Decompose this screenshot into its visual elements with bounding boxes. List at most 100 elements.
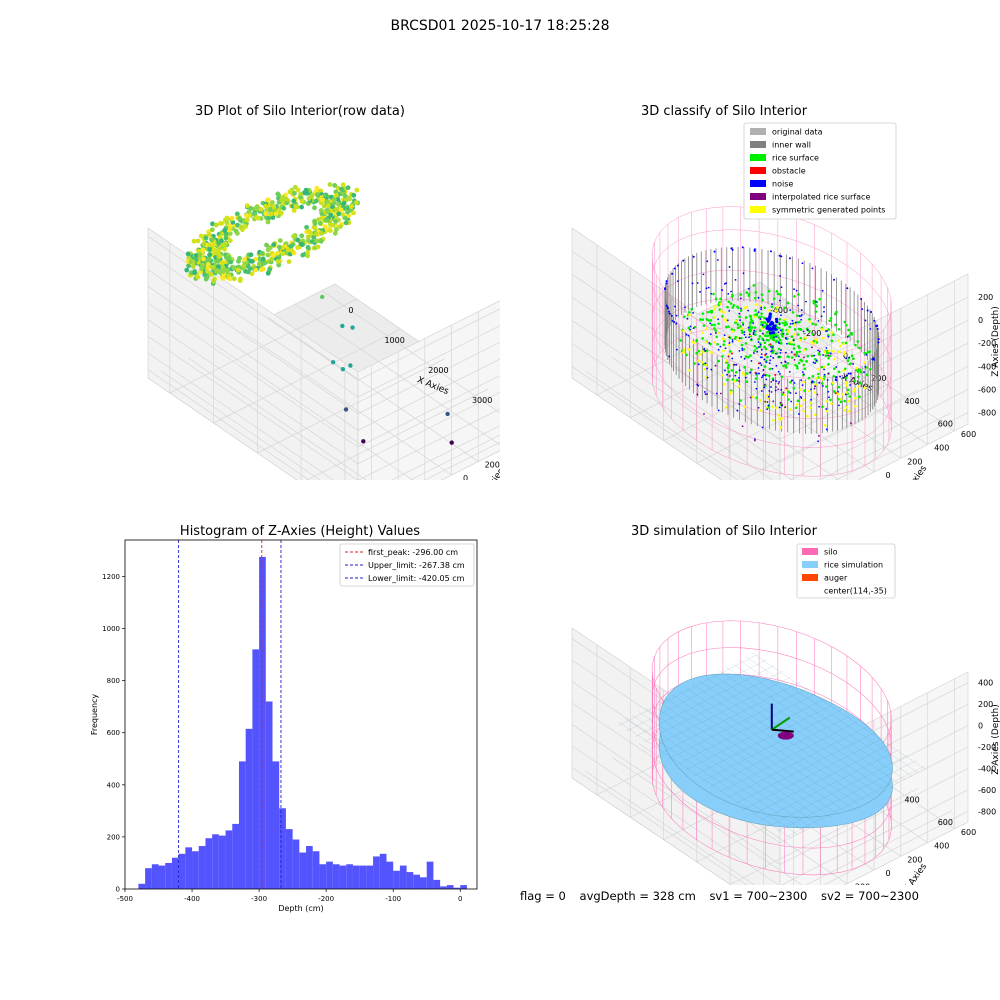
- p2-point: [827, 328, 830, 331]
- p1-ring-point: [332, 230, 338, 236]
- p3-ylabel: Frequency: [90, 694, 99, 736]
- p2-point: [772, 418, 775, 422]
- p2-point: [847, 409, 851, 413]
- p2-point: [795, 289, 798, 292]
- p1-ring-point: [268, 207, 273, 212]
- p2-point: [801, 262, 804, 265]
- p4-legend-swatch: [802, 574, 818, 581]
- p3-frame: [124, 539, 478, 890]
- p2-point: [828, 319, 831, 323]
- p2-point: [700, 361, 704, 364]
- p4-legend-swatch: [802, 561, 818, 568]
- p2-point: [781, 321, 784, 325]
- p2-point: [730, 247, 733, 250]
- p1-ring-point: [305, 234, 311, 240]
- p3-bar: [245, 728, 253, 889]
- p1-ring-point: [263, 211, 269, 216]
- p2-point: [725, 325, 728, 329]
- p4-mesh-line: [760, 749, 900, 821]
- p1-ring-point: [237, 255, 242, 261]
- p2-point: [834, 392, 837, 395]
- p2-point: [724, 369, 726, 372]
- p2-point: [767, 317, 772, 321]
- p1-ring-point: [300, 242, 305, 248]
- p2-point: [775, 364, 778, 367]
- p2-point: [818, 381, 821, 384]
- p2-point: [793, 328, 797, 331]
- p2-point: [760, 320, 763, 324]
- p1-ring-point: [313, 231, 319, 237]
- p2-point: [803, 367, 807, 371]
- p1-ring-point: [256, 261, 262, 267]
- p2-point: [731, 306, 735, 309]
- p2-point: [866, 350, 870, 354]
- p3-bar: [265, 701, 273, 889]
- p2-point: [729, 375, 731, 377]
- p2-xtick-label: 600: [938, 420, 953, 429]
- p2-point: [789, 392, 792, 394]
- p2-point: [856, 375, 860, 379]
- p2-point: [727, 292, 730, 295]
- p2-point: [701, 318, 705, 321]
- p2-point: [770, 391, 773, 393]
- p2-point: [825, 347, 828, 349]
- p2-point: [743, 333, 746, 336]
- p1-ring-point: [248, 252, 254, 258]
- p1-ring-point: [249, 271, 255, 277]
- p2-point: [730, 328, 734, 331]
- p2-point: [771, 405, 774, 409]
- p2-point: [845, 374, 848, 377]
- p1-ygrid: [161, 370, 321, 480]
- p2-point: [687, 348, 691, 351]
- p2-point: [848, 395, 852, 398]
- p2-point: [727, 343, 731, 347]
- p2-point: [766, 355, 769, 359]
- p2-point: [791, 322, 794, 325]
- p1-ring-point: [220, 276, 226, 281]
- p2-point: [760, 364, 763, 367]
- p1-ring-point: [211, 247, 217, 253]
- p2-point: [845, 357, 848, 360]
- p2-point: [740, 297, 742, 300]
- p2-point: [768, 367, 772, 371]
- p2-point: [833, 278, 836, 281]
- p2-point: [799, 388, 803, 391]
- p2-point: [729, 302, 733, 305]
- p2-point: [722, 349, 725, 353]
- p2-point: [779, 329, 782, 332]
- p2-point: [717, 318, 720, 321]
- p2-point: [738, 380, 740, 383]
- p2-point: [756, 350, 759, 353]
- p1-ring-point: [205, 269, 210, 275]
- p1-ring-point: [299, 198, 305, 204]
- p2-point: [835, 379, 838, 382]
- p2-point: [739, 319, 741, 322]
- p1-ring-point: [328, 222, 334, 228]
- p2-point: [750, 368, 753, 372]
- p2-point: [793, 288, 795, 291]
- p2-point: [859, 370, 863, 374]
- p2-point: [752, 352, 755, 354]
- p2-point: [751, 319, 754, 323]
- p2-point: [728, 342, 731, 344]
- p2-point: [757, 311, 760, 313]
- p1-ring-point: [216, 240, 222, 246]
- p3-xtick-label: 0: [458, 895, 462, 903]
- flag-text: flag = 0: [520, 889, 566, 903]
- p2-point: [800, 379, 803, 382]
- p2-point: [790, 400, 793, 403]
- p1-ring-point: [305, 244, 311, 250]
- p1-ring-point: [293, 204, 299, 210]
- p1-ring-point: [222, 267, 228, 273]
- p2-point: [726, 366, 730, 370]
- p2-point: [747, 292, 751, 296]
- p2-point: [780, 375, 784, 379]
- p2-point: [848, 356, 851, 359]
- p4-mesh-line: [710, 715, 850, 788]
- p2-point: [741, 425, 744, 428]
- p2-point: [770, 386, 772, 388]
- p2-point: [709, 319, 713, 322]
- p2-point: [825, 428, 828, 431]
- p2-point: [793, 295, 796, 298]
- p2-point: [816, 393, 819, 396]
